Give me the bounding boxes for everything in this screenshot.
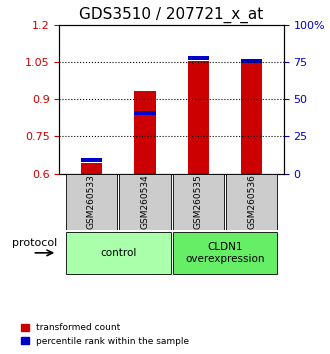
Text: control: control: [100, 248, 136, 258]
Text: protocol: protocol: [12, 238, 57, 247]
Bar: [188, 61, 209, 174]
Bar: [134, 111, 155, 115]
Bar: [134, 91, 155, 174]
Text: CLDN1
overexpression: CLDN1 overexpression: [185, 242, 265, 264]
Bar: [81, 158, 102, 162]
Text: GSM260535: GSM260535: [194, 174, 203, 229]
Text: GSM260533: GSM260533: [87, 174, 96, 229]
Legend: transformed count, percentile rank within the sample: transformed count, percentile rank withi…: [18, 320, 192, 349]
FancyBboxPatch shape: [226, 174, 278, 230]
Bar: [81, 162, 102, 174]
FancyBboxPatch shape: [119, 174, 171, 230]
Bar: [241, 62, 262, 174]
Title: GDS3510 / 207721_x_at: GDS3510 / 207721_x_at: [80, 7, 264, 23]
FancyBboxPatch shape: [66, 174, 117, 230]
FancyBboxPatch shape: [173, 232, 278, 274]
FancyBboxPatch shape: [173, 174, 224, 230]
Text: GSM260536: GSM260536: [247, 174, 256, 229]
Bar: [188, 56, 209, 60]
Text: GSM260534: GSM260534: [140, 174, 149, 229]
Bar: [241, 59, 262, 63]
FancyBboxPatch shape: [66, 232, 171, 274]
